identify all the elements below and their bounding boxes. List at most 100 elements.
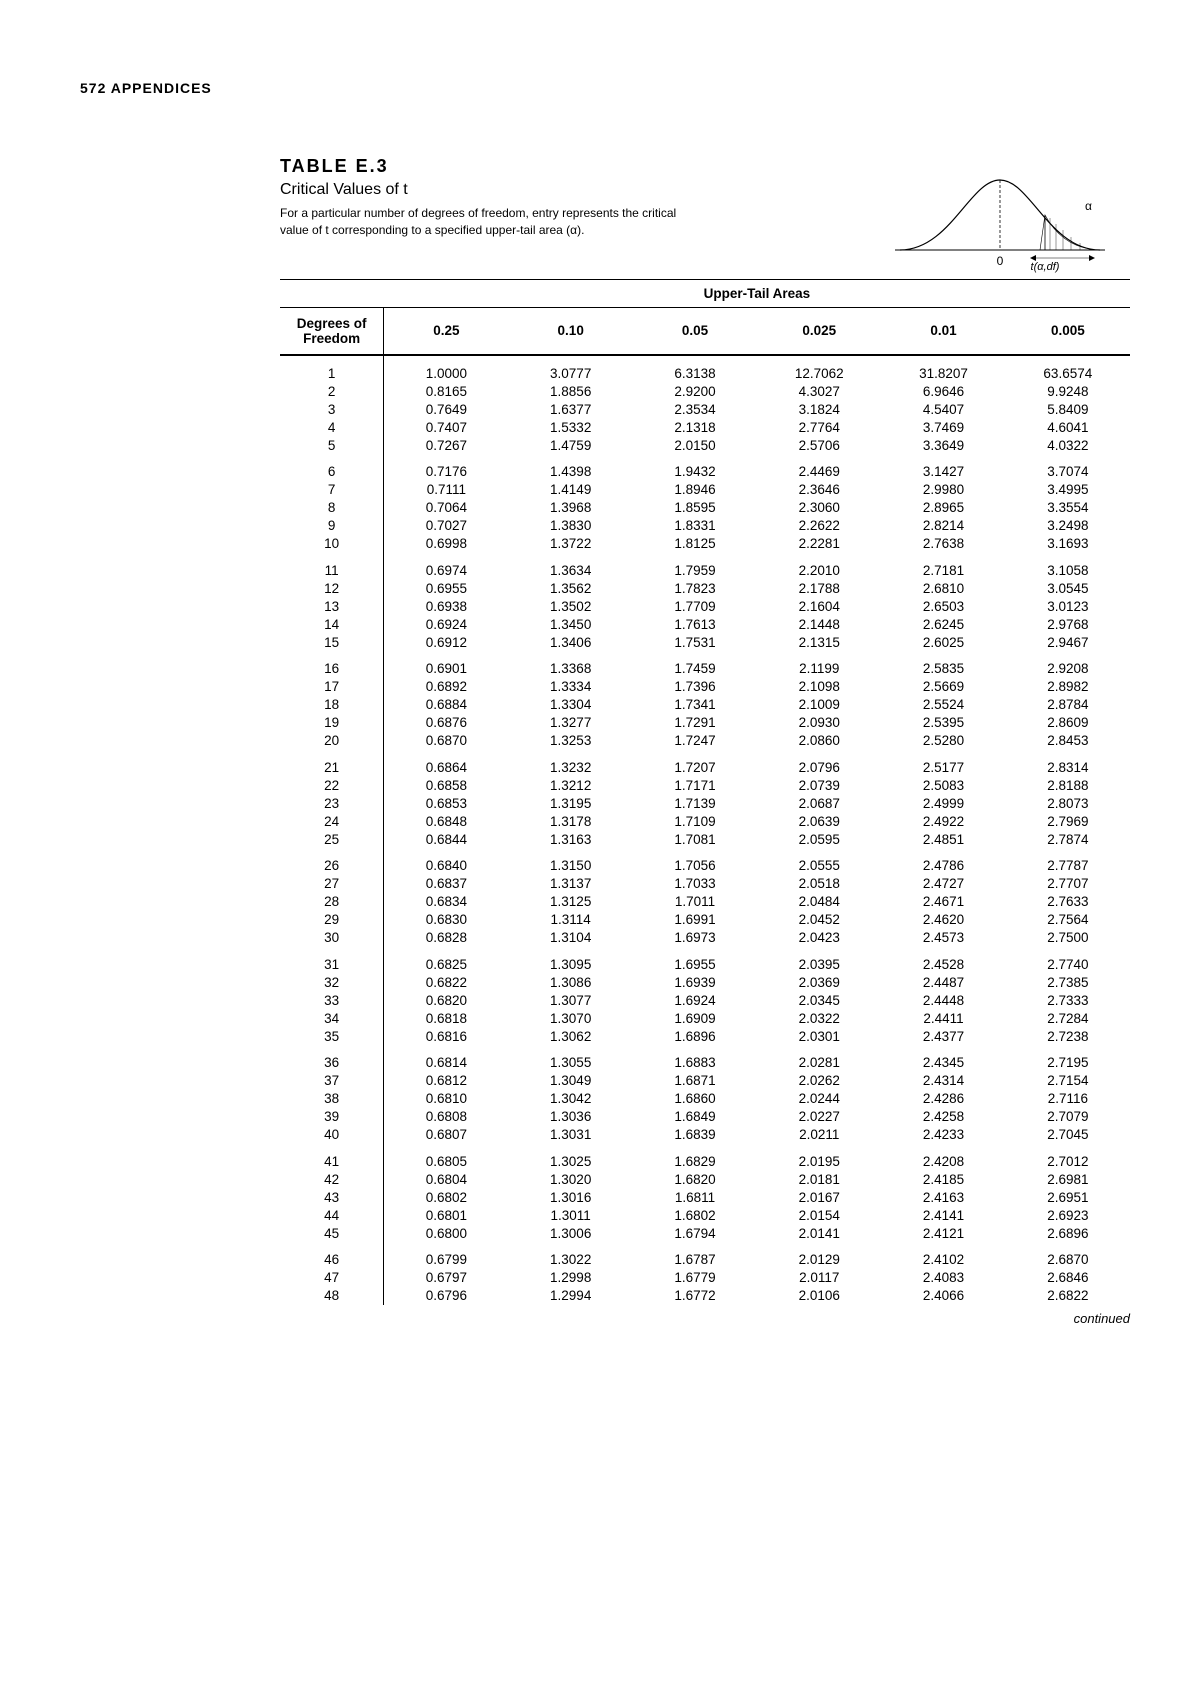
value-cell: 1.3406	[509, 633, 633, 651]
df-cell: 30	[280, 929, 384, 947]
value-cell: 1.6955	[633, 947, 757, 974]
value-cell: 2.1788	[757, 579, 881, 597]
table-row: 420.68041.30201.68202.01812.41852.6981	[280, 1170, 1130, 1188]
value-cell: 4.0322	[1006, 436, 1130, 454]
value-cell: 1.3016	[509, 1188, 633, 1206]
value-cell: 1.3150	[509, 848, 633, 875]
value-cell: 2.0227	[757, 1108, 881, 1126]
value-cell: 0.6828	[384, 929, 509, 947]
value-cell: 2.0518	[757, 875, 881, 893]
df-cell: 29	[280, 911, 384, 929]
value-cell: 2.7116	[1006, 1090, 1130, 1108]
value-cell: 1.7459	[633, 651, 757, 678]
value-cell: 2.0167	[757, 1188, 881, 1206]
value-cell: 2.0484	[757, 893, 881, 911]
value-cell: 2.7045	[1006, 1126, 1130, 1144]
value-cell: 2.4286	[881, 1090, 1005, 1108]
value-cell: 1.6973	[633, 929, 757, 947]
value-cell: 63.6574	[1006, 355, 1130, 383]
value-cell: 3.2498	[1006, 517, 1130, 535]
value-cell: 2.7181	[881, 553, 1005, 580]
value-cell: 0.6799	[384, 1242, 509, 1269]
value-cell: 2.0322	[757, 1009, 881, 1027]
value-cell: 2.0150	[633, 436, 757, 454]
value-cell: 3.1824	[757, 400, 881, 418]
value-cell: 2.0181	[757, 1170, 881, 1188]
value-cell: 0.7027	[384, 517, 509, 535]
table-row: 30.76491.63772.35343.18244.54075.8409	[280, 400, 1130, 418]
table-row: 120.69551.35621.78232.17882.68103.0545	[280, 579, 1130, 597]
column-header-row: Degrees of Freedom 0.25 0.10 0.05 0.025 …	[280, 307, 1130, 355]
table-row: 11.00003.07776.313812.706231.820763.6574	[280, 355, 1130, 383]
value-cell: 3.1427	[881, 454, 1005, 481]
value-cell: 1.2998	[509, 1269, 633, 1287]
value-cell: 2.8965	[881, 499, 1005, 517]
value-cell: 2.0281	[757, 1045, 881, 1072]
value-cell: 4.6041	[1006, 418, 1130, 436]
value-cell: 2.4411	[881, 1009, 1005, 1027]
value-cell: 2.8073	[1006, 794, 1130, 812]
value-cell: 1.6772	[633, 1287, 757, 1305]
value-cell: 1.7033	[633, 875, 757, 893]
value-cell: 2.9980	[881, 481, 1005, 499]
value-cell: 6.9646	[881, 382, 1005, 400]
t-table: Upper-Tail Areas Degrees of Freedom 0.25…	[280, 279, 1130, 1305]
df-cell: 43	[280, 1188, 384, 1206]
table-row: 240.68481.31781.71092.06392.49222.7969	[280, 812, 1130, 830]
value-cell: 0.6848	[384, 812, 509, 830]
value-cell: 1.4398	[509, 454, 633, 481]
value-cell: 2.4851	[881, 830, 1005, 848]
value-cell: 1.7139	[633, 794, 757, 812]
page: 572 APPENDICES 0 α t(α,df) TABLE E.3 Cri…	[0, 0, 1200, 1697]
value-cell: 1.6811	[633, 1188, 757, 1206]
value-cell: 2.0555	[757, 848, 881, 875]
value-cell: 0.6844	[384, 830, 509, 848]
value-cell: 0.6825	[384, 947, 509, 974]
value-cell: 2.5395	[881, 714, 1005, 732]
df-cell: 26	[280, 848, 384, 875]
value-cell: 1.7341	[633, 696, 757, 714]
value-cell: 2.9467	[1006, 633, 1130, 651]
df-cell: 23	[280, 794, 384, 812]
value-cell: 1.7247	[633, 732, 757, 750]
value-cell: 1.3006	[509, 1224, 633, 1242]
value-cell: 1.3055	[509, 1045, 633, 1072]
value-cell: 0.6812	[384, 1072, 509, 1090]
value-cell: 3.3649	[881, 436, 1005, 454]
value-cell: 1.3178	[509, 812, 633, 830]
value-cell: 0.6814	[384, 1045, 509, 1072]
value-cell: 2.0395	[757, 947, 881, 974]
table-description: For a particular number of degrees of fr…	[280, 205, 680, 239]
df-header: Degrees of Freedom	[280, 307, 384, 355]
value-cell: 2.0262	[757, 1072, 881, 1090]
table-row: 290.68301.31141.69912.04522.46202.7564	[280, 911, 1130, 929]
value-cell: 2.4469	[757, 454, 881, 481]
table-row: 170.68921.33341.73962.10982.56692.8982	[280, 678, 1130, 696]
value-cell: 0.6801	[384, 1206, 509, 1224]
table-row: 80.70641.39681.85952.30602.89653.3554	[280, 499, 1130, 517]
curve-zero-label: 0	[997, 254, 1004, 268]
value-cell: 2.4233	[881, 1126, 1005, 1144]
value-cell: 2.7633	[1006, 893, 1130, 911]
value-cell: 1.7056	[633, 848, 757, 875]
table-row: 200.68701.32531.72472.08602.52802.8453	[280, 732, 1130, 750]
value-cell: 3.7469	[881, 418, 1005, 436]
df-cell: 6	[280, 454, 384, 481]
value-cell: 0.6998	[384, 535, 509, 553]
df-cell: 3	[280, 400, 384, 418]
value-cell: 1.3137	[509, 875, 633, 893]
value-cell: 1.3304	[509, 696, 633, 714]
value-cell: 2.2622	[757, 517, 881, 535]
curve-t-label: t(α,df)	[1031, 261, 1060, 273]
df-cell: 1	[280, 355, 384, 383]
value-cell: 2.6503	[881, 597, 1005, 615]
table-row: 440.68011.30111.68022.01542.41412.6923	[280, 1206, 1130, 1224]
value-cell: 2.4185	[881, 1170, 1005, 1188]
df-cell: 34	[280, 1009, 384, 1027]
value-cell: 1.7171	[633, 776, 757, 794]
value-cell: 1.3049	[509, 1072, 633, 1090]
value-cell: 0.6830	[384, 911, 509, 929]
table-row: 140.69241.34501.76132.14482.62452.9768	[280, 615, 1130, 633]
value-cell: 1.6794	[633, 1224, 757, 1242]
value-cell: 1.6839	[633, 1126, 757, 1144]
